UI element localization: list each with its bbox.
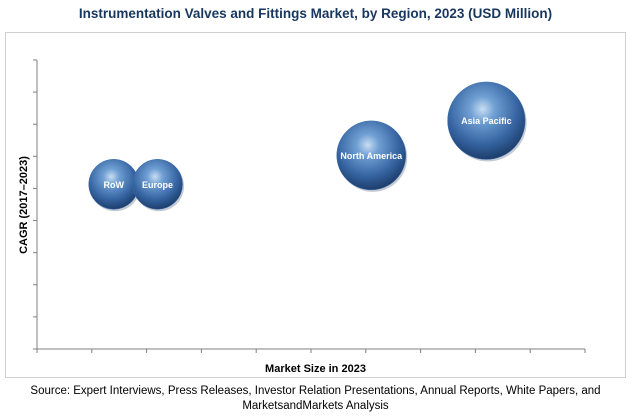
bubble-label: Europe: [142, 180, 173, 190]
bubble-label: Asia Pacific: [461, 116, 512, 126]
chart-title: Instrumentation Valves and Fittings Mark…: [78, 6, 553, 21]
bubble-label: North America: [340, 151, 403, 161]
source-note: Source: Expert Interviews, Press Release…: [30, 385, 601, 412]
bubble-marker: [336, 120, 407, 191]
x-axis-label: Market Size in 2023: [265, 363, 366, 375]
bubble: RoW: [88, 159, 141, 212]
axes-group: [33, 59, 586, 353]
bubble: Europe: [132, 159, 185, 212]
y-axis-label: CAGR (2017–2023): [18, 156, 30, 254]
bubble: Asia Pacific: [447, 81, 527, 162]
bubbles-group: RoW Europe North America Asia Pacific: [88, 81, 527, 212]
bubble: North America: [336, 120, 408, 192]
bubble-marker: [132, 159, 183, 210]
bubble-marker: [447, 81, 526, 160]
bubble-label: RoW: [103, 180, 124, 190]
chart-frame: [5, 32, 626, 378]
